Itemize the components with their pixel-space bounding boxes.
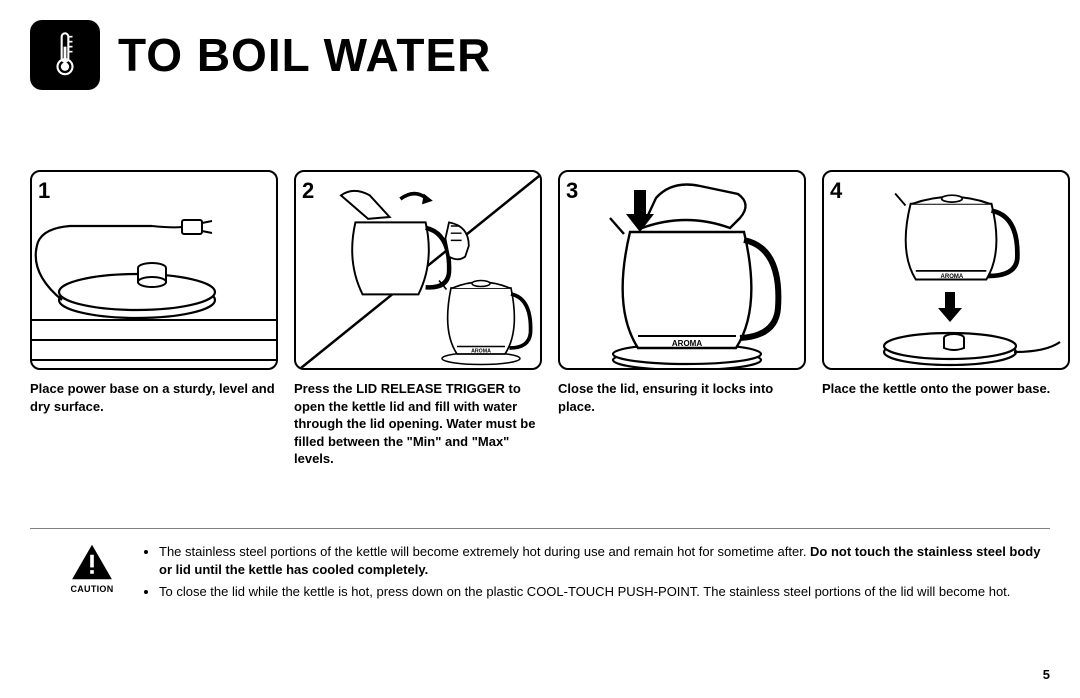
section-divider [30,528,1050,529]
page-number: 5 [1043,667,1050,682]
caution-bullet-2: To close the lid while the kettle is hot… [159,583,1050,601]
step-4-number: 4 [830,178,842,204]
step-2: 2 [294,170,542,468]
step-1: 1 [30,170,278,468]
step-3-number: 3 [566,178,578,204]
step-3: 3 AROMA [558,170,806,468]
brand-label-4: AROMA [941,274,964,280]
step-4-figure: 4 AROMA [822,170,1070,370]
brand-label-3: AROMA [672,339,702,348]
steps-row: 1 [30,170,1050,468]
step-3-text: Close the lid, ensuring it locks into pl… [558,380,806,415]
step-3-figure: 3 AROMA [558,170,806,370]
warning-icon [70,543,114,581]
caution-label: CAUTION [70,584,113,594]
caution-bullet-1: The stainless steel portions of the kett… [159,543,1050,579]
title-row: TO BOIL WATER [30,20,1050,90]
page-title: TO BOIL WATER [118,28,491,82]
step-1-text: Place power base on a sturdy, level and … [30,380,278,415]
step-4-text: Place the kettle onto the power base. [822,380,1070,398]
thermometer-icon [30,20,100,90]
caution-text: The stainless steel portions of the kett… [141,543,1050,606]
step-2-text: Press the LID RELEASE TRIGGER to open th… [294,380,542,468]
step-4: 4 AROMA [822,170,1070,468]
step-2-number: 2 [302,178,314,204]
caution-row: CAUTION The stainless steel portions of … [30,543,1050,606]
step-2-figure: 2 [294,170,542,370]
caution-icon-column: CAUTION [65,543,119,594]
step-1-number: 1 [38,178,50,204]
step-1-figure: 1 [30,170,278,370]
brand-label-2: AROMA [471,349,491,355]
